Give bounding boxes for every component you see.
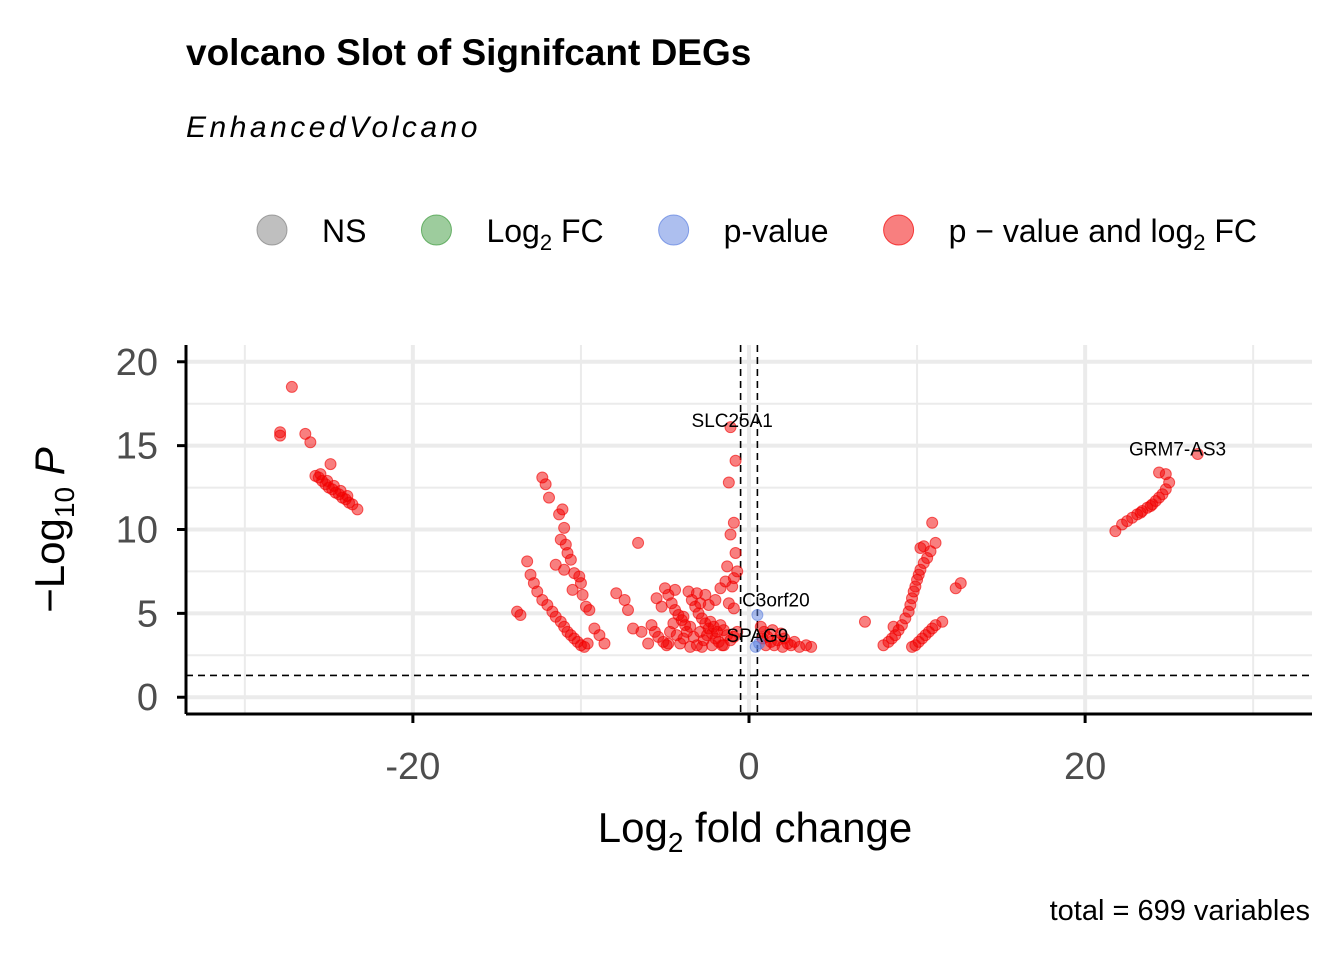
point-both — [1159, 468, 1172, 481]
point-both — [581, 637, 594, 650]
point-both — [514, 609, 527, 622]
point-both — [936, 615, 949, 628]
point-both — [954, 577, 967, 590]
point-both — [566, 583, 579, 596]
y-tick-label: 15 — [116, 426, 158, 468]
legend-swatch-ns — [256, 214, 288, 246]
point-both — [667, 617, 680, 630]
point-both — [521, 555, 534, 568]
x-tick-label: 20 — [1064, 746, 1106, 788]
point-both — [539, 478, 552, 491]
point-both — [576, 588, 589, 601]
y-tick-label: 5 — [137, 593, 158, 635]
point-both — [724, 528, 737, 541]
gene-label: SLC25A1 — [692, 411, 773, 432]
legend: NS Log2 FC p-value p − value and log2 FC — [256, 213, 1257, 255]
point-both — [632, 536, 645, 549]
point-both — [727, 602, 740, 615]
point-both — [621, 604, 634, 617]
point-both — [662, 637, 675, 650]
point-both — [543, 491, 556, 504]
point-both — [351, 503, 364, 516]
point-both — [583, 604, 596, 617]
point-both — [558, 563, 571, 576]
point-both — [914, 541, 927, 554]
x-axis-label: Log2 fold change — [598, 804, 913, 858]
point-both — [727, 516, 740, 529]
point-both — [618, 593, 631, 606]
cutoff-lines — [186, 345, 1312, 714]
data-points — [274, 380, 1204, 653]
point-both — [610, 587, 623, 600]
point-both — [695, 640, 708, 653]
point-both — [598, 637, 611, 650]
y-axis-label: −Log10 P — [26, 447, 80, 612]
point-both — [341, 489, 354, 502]
y-tick-label: 10 — [116, 510, 158, 552]
point-both — [721, 560, 734, 573]
y-tick-label: 0 — [137, 677, 158, 719]
point-p — [751, 609, 764, 622]
point-both — [684, 640, 697, 653]
point-both — [766, 624, 779, 637]
legend-label-p: p-value — [724, 213, 829, 249]
point-both — [724, 421, 737, 434]
point-both — [805, 640, 818, 653]
y-tick-label: 20 — [116, 342, 158, 384]
gene-label: SPAG9 — [726, 626, 788, 647]
point-both — [706, 639, 719, 652]
point-both — [1191, 448, 1204, 461]
point-both — [564, 553, 577, 566]
point-both — [726, 580, 739, 593]
chart-caption: total = 699 variables — [1050, 895, 1310, 927]
chart-title: volcano Slot of Signifcant DEGs — [186, 32, 751, 73]
point-both — [556, 503, 569, 516]
legend-swatch-p — [658, 214, 690, 246]
legend-label-both: p − value and log2 FC — [949, 213, 1257, 255]
point-both — [642, 637, 655, 650]
point-both — [731, 625, 744, 638]
point-both — [690, 587, 703, 600]
point-both — [887, 620, 900, 633]
point-both — [304, 436, 317, 449]
point-both — [858, 615, 871, 628]
point-both — [929, 536, 942, 549]
grid — [186, 345, 1312, 714]
point-both — [722, 476, 735, 489]
legend-swatch-fc — [420, 214, 452, 246]
point-both — [729, 546, 742, 559]
point-both — [274, 426, 287, 439]
point-both — [926, 516, 939, 529]
point-both — [729, 454, 742, 467]
gene-label: C3orf20 — [742, 591, 810, 612]
point-both — [677, 610, 690, 623]
point-both — [285, 380, 298, 393]
axes: -20 0 20 0 5 10 15 20 — [116, 342, 1312, 788]
x-tick-label: 0 — [738, 746, 759, 788]
point-both — [558, 521, 571, 534]
point-both — [684, 620, 697, 633]
point-both — [776, 640, 789, 653]
chart-subtitle: EnhancedVolcano — [186, 111, 481, 144]
legend-label-fc: Log2 FC — [486, 213, 603, 255]
point-both — [324, 458, 337, 471]
point-both — [655, 600, 668, 613]
legend-label-ns: NS — [322, 213, 366, 249]
legend-swatch-both — [883, 214, 915, 246]
point-both — [1134, 506, 1147, 519]
point-both — [717, 639, 730, 652]
point-both — [574, 577, 587, 590]
point-both — [635, 625, 648, 638]
x-tick-label: -20 — [385, 746, 440, 788]
point-both — [669, 583, 682, 596]
point-both — [1144, 500, 1157, 513]
gene-labels: SLC25A1 GRM7-AS3 C3orf20 SPAG9 — [692, 411, 1227, 647]
point-both — [694, 597, 707, 610]
point-p — [749, 640, 762, 653]
gene-label: GRM7-AS3 — [1129, 440, 1226, 461]
